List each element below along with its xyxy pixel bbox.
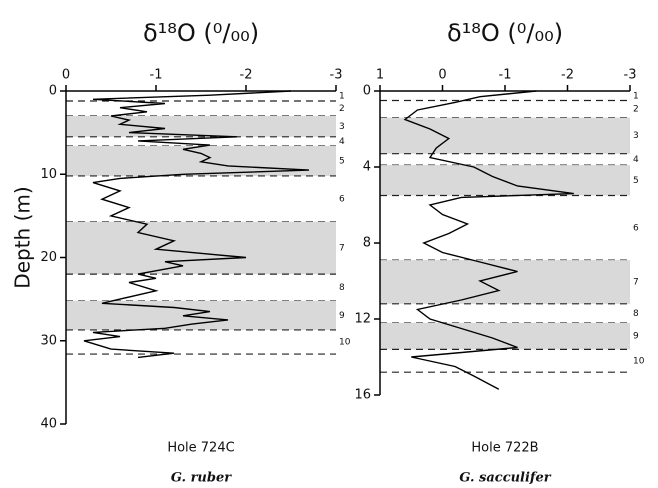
caption: G. sacculifer bbox=[459, 471, 551, 486]
y-tick-label: 30 bbox=[40, 333, 57, 348]
y-tick-label: 20 bbox=[40, 250, 57, 265]
shaded-zone bbox=[66, 300, 336, 330]
x-tick-label: -1 bbox=[150, 68, 163, 83]
y-tick-label: 12 bbox=[354, 312, 371, 327]
x-tick-label: -2 bbox=[561, 68, 574, 83]
zone-label: 7 bbox=[339, 243, 345, 253]
zone-label: 8 bbox=[339, 283, 345, 293]
zone-label: 2 bbox=[339, 104, 345, 114]
zone-label: 2 bbox=[633, 105, 639, 115]
isotope-line bbox=[403, 90, 574, 390]
zone-label: 5 bbox=[633, 176, 639, 186]
zone-label: 6 bbox=[633, 223, 639, 233]
zone-label: 3 bbox=[633, 131, 639, 141]
y-tick-label: 16 bbox=[354, 388, 371, 403]
x-tick-label: 1 bbox=[376, 68, 384, 83]
zone-label: 1 bbox=[339, 91, 345, 101]
chart-title: δ¹⁸O (⁰/₀₀) bbox=[143, 19, 259, 47]
y-tick-label: 40 bbox=[40, 417, 57, 432]
zone-label: 7 bbox=[633, 277, 639, 287]
zone-label: 9 bbox=[339, 311, 345, 321]
x-tick-label: -3 bbox=[330, 68, 343, 83]
zone-label: 8 bbox=[633, 309, 639, 319]
zone-label: 4 bbox=[339, 137, 345, 147]
zone-label: 6 bbox=[339, 194, 345, 204]
x-tick-label: 0 bbox=[438, 68, 446, 83]
y-tick-label: 8 bbox=[363, 236, 371, 251]
shaded-zone bbox=[380, 322, 630, 350]
y-tick-label: 0 bbox=[49, 84, 57, 99]
zone-label: 3 bbox=[339, 122, 345, 132]
shaded-zone bbox=[66, 115, 336, 137]
x-tick-label: 0 bbox=[62, 68, 70, 83]
zone-label: 5 bbox=[339, 156, 345, 166]
chart-title: δ¹⁸O (⁰/₀₀) bbox=[447, 19, 563, 47]
shaded-zone bbox=[66, 221, 336, 275]
y-tick-label: 0 bbox=[363, 84, 371, 99]
y-tick-label: 10 bbox=[40, 167, 57, 182]
shaded-zone bbox=[380, 117, 630, 154]
y-tick-label: 4 bbox=[363, 160, 371, 175]
subtitle: Hole 722B bbox=[471, 441, 538, 456]
zone-label: 10 bbox=[633, 356, 645, 366]
zone-label: 1 bbox=[633, 91, 639, 101]
x-tick-label: -1 bbox=[499, 68, 512, 83]
caption: G. ruber bbox=[171, 471, 232, 486]
y-axis-label: Depth (m) bbox=[11, 186, 35, 288]
shaded-zone bbox=[380, 260, 630, 304]
x-tick-label: -3 bbox=[624, 68, 637, 83]
zone-label: 10 bbox=[339, 337, 351, 347]
shaded-zone bbox=[380, 165, 630, 196]
subtitle: Hole 724C bbox=[167, 441, 234, 456]
shaded-zone bbox=[66, 145, 336, 176]
zone-label: 4 bbox=[633, 155, 639, 165]
zone-label: 9 bbox=[633, 332, 639, 342]
isotope-line bbox=[83, 90, 310, 359]
x-tick-label: -2 bbox=[240, 68, 253, 83]
